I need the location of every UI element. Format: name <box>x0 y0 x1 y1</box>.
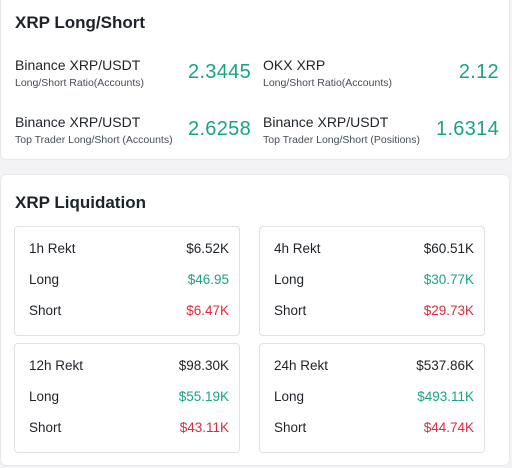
short-label: Short <box>274 420 307 435</box>
long-short-title: XRP Long/Short <box>15 13 146 32</box>
short-label: Short <box>274 303 307 318</box>
long-label: Long <box>29 272 60 287</box>
short-label: Short <box>29 420 62 435</box>
liquidation-box-24h: 24h Rekt $537.86K Long $493.11K Short $4… <box>259 343 485 453</box>
long-value: $493.11K <box>417 389 474 404</box>
rekt-total-value: $98.30K <box>178 358 229 373</box>
long-row: Long $30.77K <box>274 272 474 290</box>
ratio-subtitle: Long/Short Ratio(Accounts) <box>15 77 144 89</box>
short-row: Short $44.74K <box>274 420 474 438</box>
liquidation-title: XRP Liquidation <box>15 193 146 212</box>
long-row: Long $46.95 <box>29 272 229 290</box>
short-value: $43.11K <box>179 420 229 435</box>
ratio-subtitle: Long/Short Ratio(Accounts) <box>263 77 392 89</box>
rekt-total-value: $60.51K <box>423 241 474 256</box>
ratio-item: Binance XRP/USDT Long/Short Ratio(Accoun… <box>15 57 251 93</box>
long-value: $30.77K <box>423 272 474 287</box>
ratio-value: 2.12 <box>458 61 499 83</box>
rekt-total-row: 4h Rekt $60.51K <box>274 241 474 259</box>
ratio-value: 2.3445 <box>188 61 251 83</box>
short-label: Short <box>29 303 62 318</box>
liquidation-box-1h: 1h Rekt $6.52K Long $46.95 Short $6.47K <box>14 226 240 336</box>
ratio-value: 2.6258 <box>188 118 251 140</box>
short-row: Short $6.47K <box>29 303 229 321</box>
ratio-subtitle: Top Trader Long/Short (Positions) <box>263 134 420 146</box>
short-row: Short $29.73K <box>274 303 474 321</box>
long-label: Long <box>274 272 305 287</box>
liquidation-box-4h: 4h Rekt $60.51K Long $30.77K Short $29.7… <box>259 226 485 336</box>
short-row: Short $43.11K <box>29 420 229 438</box>
long-row: Long $493.11K <box>274 389 474 407</box>
short-value: $29.73K <box>423 303 474 318</box>
liquidation-box-12h: 12h Rekt $98.30K Long $55.19K Short $43.… <box>14 343 240 453</box>
ratio-name: Binance XRP/USDT <box>15 114 141 130</box>
long-row: Long $55.19K <box>29 389 229 407</box>
short-value: $6.47K <box>186 303 229 318</box>
rekt-total-row: 24h Rekt $537.86K <box>274 358 474 376</box>
rekt-period-label: 24h Rekt <box>274 358 329 373</box>
ratio-name: Binance XRP/USDT <box>15 57 141 73</box>
rekt-total-row: 1h Rekt $6.52K <box>29 241 229 259</box>
short-value: $44.74K <box>423 420 474 435</box>
rekt-period-label: 12h Rekt <box>29 358 84 373</box>
ratio-item: OKX XRP Long/Short Ratio(Accounts) 2.12 <box>263 57 499 93</box>
rekt-total-value: $6.52K <box>186 241 229 256</box>
rekt-total-value: $537.86K <box>416 358 474 373</box>
ratio-item: Binance XRP/USDT Top Trader Long/Short (… <box>15 114 251 150</box>
ratio-name: OKX XRP <box>263 57 326 73</box>
long-label: Long <box>274 389 305 404</box>
long-short-card: XRP Long/Short Binance XRP/USDT Long/Sho… <box>0 0 510 160</box>
long-label: Long <box>29 389 60 404</box>
long-value: $46.95 <box>187 272 229 287</box>
ratio-value: 1.6314 <box>436 118 499 140</box>
rekt-period-label: 4h Rekt <box>274 241 321 256</box>
rekt-period-label: 1h Rekt <box>29 241 76 256</box>
rekt-total-row: 12h Rekt $98.30K <box>29 358 229 376</box>
ratio-item: Binance XRP/USDT Top Trader Long/Short (… <box>263 114 499 150</box>
ratio-subtitle: Top Trader Long/Short (Accounts) <box>15 134 173 146</box>
ratio-name: Binance XRP/USDT <box>263 114 389 130</box>
liquidation-card: XRP Liquidation 1h Rekt $6.52K Long $46.… <box>0 174 510 466</box>
long-value: $55.19K <box>178 389 229 404</box>
